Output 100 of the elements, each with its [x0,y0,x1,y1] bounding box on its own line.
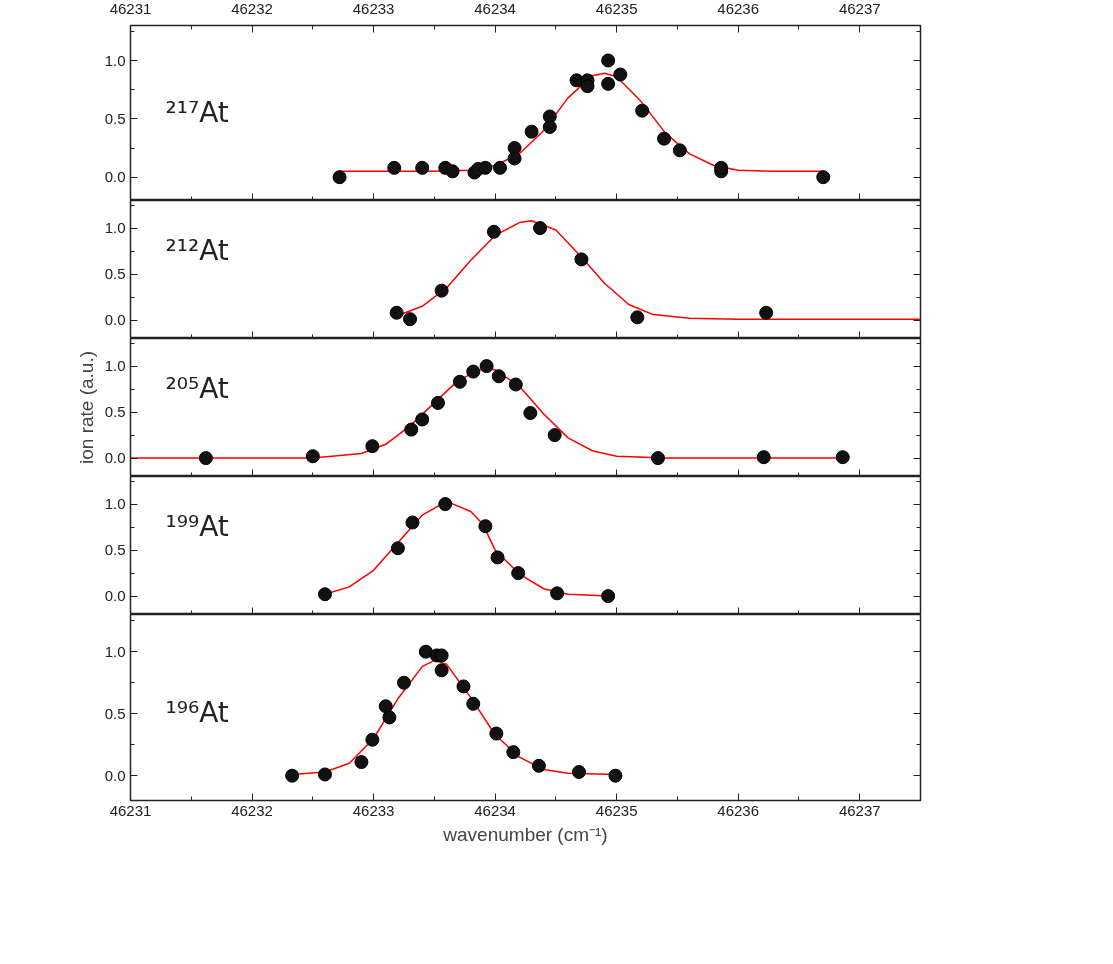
x-tick-label: 46236 [717,801,760,819]
y-tick-label: 0.0 [104,587,126,605]
point [405,515,420,530]
y-tick-label: 0.5 [104,265,126,283]
point [613,67,628,82]
point [506,745,521,760]
point [571,764,586,779]
y-tick-label: 0.5 [104,541,126,559]
point [816,170,831,185]
point [317,767,332,782]
y-tick-label: 1.0 [104,51,126,69]
x-tick-label: 46234 [474,801,516,819]
point [672,143,687,158]
point [478,160,493,175]
y-tick-label: 1.0 [104,357,126,375]
y-tick-label: 0.5 [104,403,126,421]
point [430,395,445,410]
point [317,587,332,602]
point [547,428,562,443]
point [434,283,449,298]
x2-tick-label: 46233 [352,0,395,17]
point [601,76,616,91]
x-tick-label: 46237 [838,801,881,819]
point [714,160,729,175]
point [387,160,402,175]
annotation: ²¹²At [165,233,229,267]
point [404,422,419,437]
point [434,663,449,678]
y-tick-label: 1.0 [104,219,126,237]
point [305,449,320,464]
annotation: ¹⁹⁹At [165,509,229,543]
point [438,497,453,512]
y-axis-title: ion rate (a.u.) [75,351,97,464]
y-tick-label: 0.5 [104,704,126,722]
x-tick-label: 46235 [595,801,638,819]
x2-tick-label: 46235 [595,0,638,17]
x-tick-label: 46231 [109,801,152,819]
point [531,758,546,773]
point [601,53,616,68]
point [478,519,493,534]
point [479,359,494,374]
annotation: ²¹⁷At [165,95,229,129]
point [523,406,538,421]
point [434,648,449,663]
y-tick-label: 0.0 [104,168,126,186]
y-tick-label: 1.0 [104,642,126,660]
y-tick-label: 0.0 [104,766,126,784]
point [365,732,380,747]
point [574,252,589,267]
point [630,310,645,325]
annotation: ¹⁹⁶At [165,695,229,729]
point [511,566,526,581]
point [759,305,774,320]
point [635,103,650,118]
point [332,170,347,185]
point [507,151,522,166]
y-tick-label: 0.0 [104,311,126,329]
point [489,726,504,741]
point [492,160,507,175]
point [657,131,672,146]
point [491,369,506,384]
point [542,120,557,134]
point [390,541,405,556]
y-tick-label: 0.5 [104,109,126,127]
point [608,768,623,783]
point [486,224,501,239]
point [533,221,548,236]
point [456,679,471,694]
point [403,312,418,327]
point [650,451,665,466]
point [524,124,539,139]
point [389,305,404,320]
point [756,450,771,465]
point [354,755,369,770]
x2-tick-label: 46232 [231,0,273,17]
x2-tick-label: 46237 [838,0,881,17]
point [198,451,213,466]
point [445,164,460,179]
point [550,586,565,601]
x-axis-title: wavenumber (cm⁻¹) [442,823,608,845]
y-tick-label: 0.0 [104,449,126,467]
point [835,450,850,465]
y-tick-label: 1.0 [104,495,126,513]
point [285,768,300,783]
point [466,696,481,711]
point [378,699,393,714]
x2-tick-label: 46236 [717,0,760,17]
point [452,374,467,389]
point [466,364,481,379]
point [415,160,430,175]
point [418,644,433,659]
point [580,79,595,94]
x2-tick-label: 46234 [474,0,516,17]
x-tick-label: 46233 [352,801,395,819]
point [508,377,523,392]
annotation: ²⁰⁵At [165,371,229,405]
point [601,589,616,604]
point [490,550,505,565]
point [365,439,380,454]
point [382,710,397,725]
